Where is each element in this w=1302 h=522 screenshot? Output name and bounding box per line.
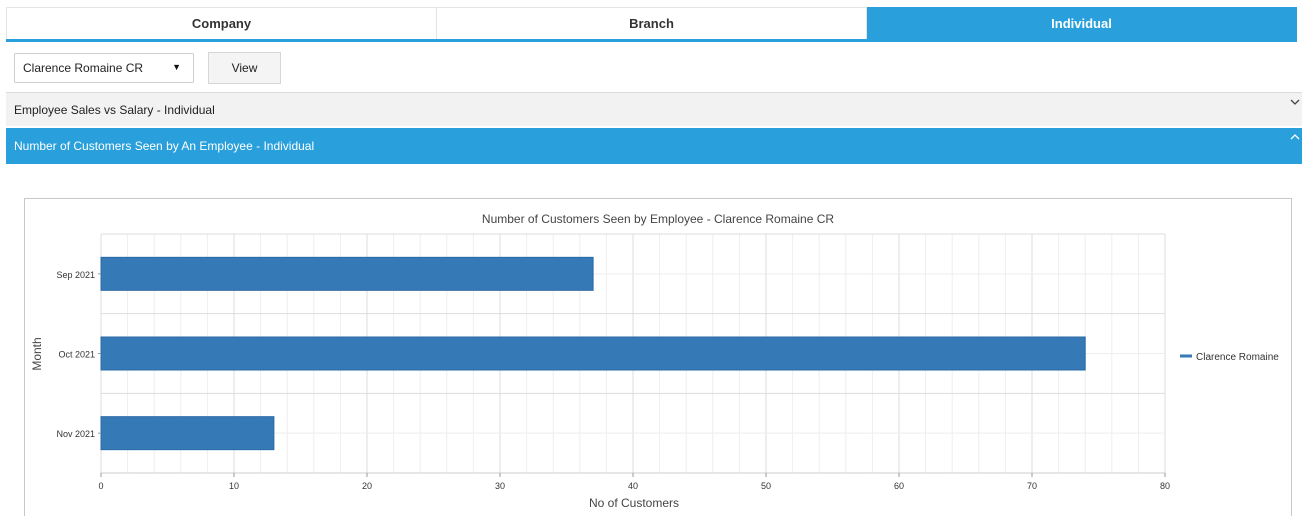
- tab-branch[interactable]: Branch: [437, 7, 867, 39]
- tab-individual[interactable]: Individual: [867, 7, 1297, 39]
- x-tick-label: 30: [495, 481, 505, 491]
- accordion-sales-vs-salary[interactable]: Employee Sales vs Salary - Individual: [6, 92, 1302, 126]
- x-tick-label: 80: [1160, 481, 1170, 491]
- tab-company[interactable]: Company: [6, 7, 437, 39]
- chart-canvas: Number of Customers Seen by Employee - C…: [30, 212, 1279, 510]
- customers-chart: Number of Customers Seen by Employee - C…: [24, 198, 1292, 516]
- x-tick-label: 60: [894, 481, 904, 491]
- x-axis-label: No of Customers: [589, 496, 679, 510]
- legend: Clarence Romaine: [1180, 352, 1279, 363]
- view-button[interactable]: View: [208, 52, 281, 84]
- accordion-title: Employee Sales vs Salary - Individual: [14, 102, 215, 117]
- legend-label: Clarence Romaine: [1196, 352, 1279, 363]
- x-tick-label: 10: [229, 481, 239, 491]
- x-tick-label: 40: [628, 481, 638, 491]
- x-tick-label: 70: [1027, 481, 1037, 491]
- accordion-customers-seen[interactable]: Number of Customers Seen by An Employee …: [6, 128, 1302, 164]
- chart-title: Number of Customers Seen by Employee - C…: [482, 212, 834, 226]
- bar[interactable]: [100, 336, 1086, 371]
- y-axis-label: Month: [30, 337, 44, 370]
- x-tick-label: 20: [362, 481, 372, 491]
- y-tick-label: Oct 2021: [58, 350, 95, 360]
- bar[interactable]: [100, 256, 594, 291]
- accordion-title: Number of Customers Seen by An Employee …: [14, 139, 315, 153]
- chevron-up-icon: [1290, 132, 1300, 144]
- employee-select-value: Clarence Romaine CR: [23, 61, 144, 75]
- x-tick-label: 0: [98, 481, 103, 491]
- employee-select[interactable]: Clarence Romaine CR ▼: [14, 53, 194, 83]
- bar[interactable]: [100, 416, 275, 451]
- y-tick-label: Nov 2021: [56, 429, 95, 439]
- y-tick-label: Sep 2021: [56, 270, 95, 280]
- chevron-down-icon: [1290, 97, 1300, 109]
- caret-down-icon: ▼: [172, 62, 181, 72]
- report-tabs: Company Branch Individual: [6, 7, 1297, 42]
- x-tick-label: 50: [761, 481, 771, 491]
